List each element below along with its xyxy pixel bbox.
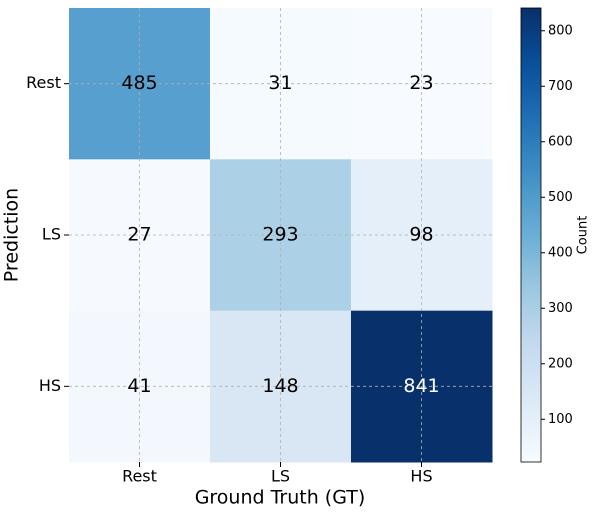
cell-label: 23 — [409, 72, 433, 94]
x-tick-label: Rest — [122, 467, 157, 486]
colorbar-tick-label: 800 — [548, 23, 573, 38]
x-tick-label: LS — [271, 467, 290, 486]
cell-label: 148 — [262, 375, 298, 397]
cell-label: 98 — [409, 224, 433, 246]
cell-label: 485 — [121, 72, 157, 94]
x-axis-label: Ground Truth (GT) — [195, 487, 366, 509]
colorbar-tick-label: 300 — [548, 301, 573, 316]
colorbar-tick-label: 100 — [548, 412, 573, 427]
y-tick-label: Rest — [26, 73, 61, 92]
cell-label: 41 — [127, 375, 151, 397]
colorbar-label: Count — [576, 216, 591, 255]
colorbar-tick-label: 600 — [548, 134, 573, 149]
cell-label: 841 — [403, 375, 439, 397]
y-tick-label: HS — [39, 376, 61, 395]
colorbar — [520, 7, 542, 463]
y-tick-label: LS — [42, 225, 61, 244]
cell-label: 293 — [262, 224, 298, 246]
y-axis-label: Prediction — [1, 188, 23, 282]
colorbar-tick-label: 500 — [548, 190, 573, 205]
colorbar-tick-label: 400 — [548, 245, 573, 260]
cell-label: 27 — [127, 224, 151, 246]
colorbar-tick-label: 200 — [548, 356, 573, 371]
cell-label: 31 — [268, 72, 292, 94]
x-tick-label: HS — [410, 467, 432, 486]
colorbar-tick-label: 700 — [548, 79, 573, 94]
